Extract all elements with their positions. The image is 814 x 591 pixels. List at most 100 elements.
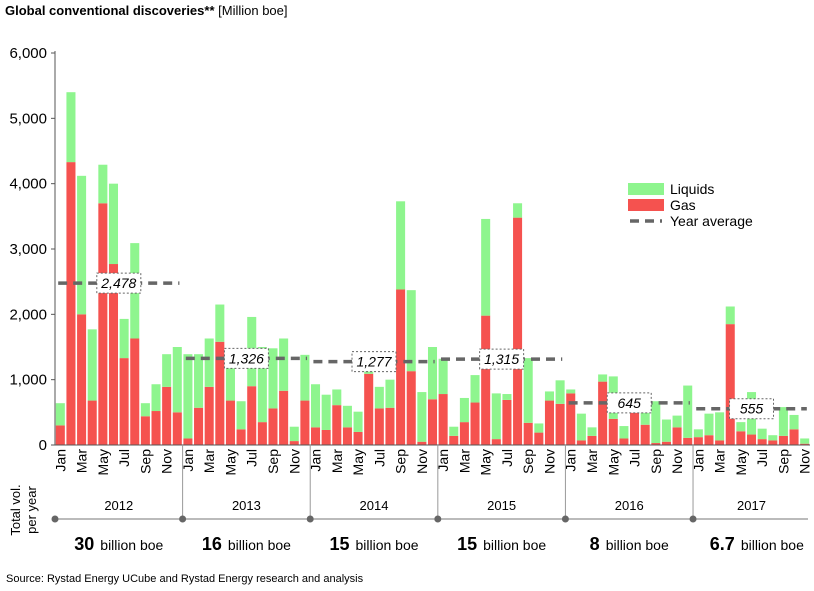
- total-volume-value: 8: [590, 534, 600, 554]
- gas-bar: [491, 439, 501, 445]
- legend-gas-label: Gas: [670, 197, 696, 213]
- year-average-label: 1,315: [484, 351, 519, 367]
- gas-bar: [385, 407, 395, 445]
- gas-bar: [364, 373, 374, 445]
- gas-bar: [746, 434, 757, 445]
- total-volume-unit: billion boe: [100, 537, 163, 553]
- liquids-bar: [544, 391, 554, 401]
- y-tick-label: 6,000: [9, 45, 47, 62]
- liquids-bar: [236, 401, 246, 430]
- gas-bar: [715, 440, 725, 445]
- gas-bar: [311, 427, 321, 445]
- month-label: Nov: [414, 449, 430, 474]
- gas-bar: [332, 405, 342, 445]
- year-average-box: [351, 351, 397, 373]
- liquids-bar: [757, 428, 767, 440]
- liquids-bar: [183, 354, 193, 439]
- gas-bar: [194, 407, 204, 445]
- gas-bar: [502, 399, 512, 445]
- legend-liquids-label: Liquids: [670, 181, 714, 197]
- liquids-bar: [778, 407, 788, 436]
- gas-bar: [438, 394, 448, 445]
- month-label: May: [222, 449, 238, 475]
- month-label: May: [350, 449, 366, 475]
- gas-bar: [342, 427, 352, 445]
- gas-bar: [608, 418, 618, 445]
- liquids-bar: [55, 403, 65, 426]
- totals-label-line2: per year: [24, 485, 39, 533]
- gas-bar: [236, 429, 246, 445]
- liquids-bar: [661, 419, 671, 442]
- month-label: Jan: [308, 449, 324, 472]
- liquids-bar: [502, 394, 512, 400]
- gas-bar: [417, 441, 427, 445]
- y-tick-label: 4,000: [9, 176, 47, 193]
- gas-bar: [513, 217, 523, 445]
- month-label: Jan: [690, 449, 706, 472]
- gas-bar: [225, 400, 235, 445]
- liquids-bar: [651, 401, 661, 444]
- liquids-bar: [800, 438, 810, 444]
- gas-bar: [598, 381, 608, 445]
- year-average-box: [606, 392, 652, 414]
- year-average-label: 1,326: [229, 350, 264, 366]
- gas-bar: [778, 435, 788, 445]
- liquids-bar: [374, 386, 384, 409]
- gas-bar: [576, 440, 586, 445]
- month-label: Nov: [797, 449, 813, 474]
- year-label: 2016: [615, 498, 644, 513]
- month-label: May: [478, 449, 494, 475]
- liquids-bar: [491, 393, 501, 440]
- liquids-bar: [225, 367, 235, 401]
- liquids-bar: [640, 410, 650, 425]
- totals-timeline-dot: [51, 515, 59, 523]
- liquids-bar: [194, 354, 204, 408]
- total-volume-unit: billion boe: [606, 537, 669, 553]
- month-label: Sep: [520, 449, 536, 474]
- gas-bar: [55, 425, 65, 445]
- liquids-bar: [619, 426, 629, 439]
- gas-bar: [66, 162, 76, 445]
- gas-bar: [321, 429, 331, 445]
- gas-bar: [151, 411, 161, 445]
- liquids-bar: [768, 435, 778, 441]
- month-label: Sep: [393, 449, 409, 474]
- gas-bar: [204, 386, 214, 445]
- gas-bar: [268, 408, 278, 445]
- gas-bar: [661, 441, 671, 445]
- legend-gas-swatch: [628, 199, 664, 211]
- month-label: Nov: [159, 449, 175, 474]
- totals-timeline-dot: [434, 515, 442, 523]
- gas-bar: [449, 435, 459, 445]
- month-label: Jul: [244, 449, 260, 467]
- year-label: 2015: [487, 498, 516, 513]
- total-volume-label: 6.7 billion boe: [710, 534, 804, 554]
- gas-bar: [555, 403, 565, 445]
- liquids-bar: [151, 384, 161, 412]
- gas-bar: [470, 402, 480, 445]
- total-volume-unit: billion boe: [741, 537, 804, 553]
- liquids-bar: [215, 304, 225, 342]
- liquids-bar: [534, 423, 544, 433]
- year-average-box: [96, 272, 142, 294]
- gas-bar: [725, 324, 735, 445]
- y-tick-label: 5,000: [9, 110, 47, 127]
- year-average-label: 645: [618, 395, 642, 411]
- month-label: May: [95, 449, 111, 475]
- liquids-bar: [140, 403, 150, 417]
- month-label: Jul: [499, 449, 515, 467]
- liquids-bar: [672, 415, 682, 428]
- totals-timeline-dot: [306, 515, 314, 523]
- total-volume-value: 16: [202, 534, 222, 554]
- gas-bar: [183, 438, 193, 445]
- gas-bar: [396, 289, 406, 445]
- year-average-label: 555: [740, 401, 764, 417]
- month-label: May: [605, 449, 621, 475]
- month-label: Mar: [329, 449, 345, 473]
- gas-bar: [704, 435, 714, 445]
- liquids-bar: [555, 380, 565, 404]
- liquids-bar: [438, 358, 448, 395]
- month-label: Sep: [775, 449, 791, 474]
- gas-bar: [651, 443, 661, 445]
- liquids-bar: [417, 392, 427, 442]
